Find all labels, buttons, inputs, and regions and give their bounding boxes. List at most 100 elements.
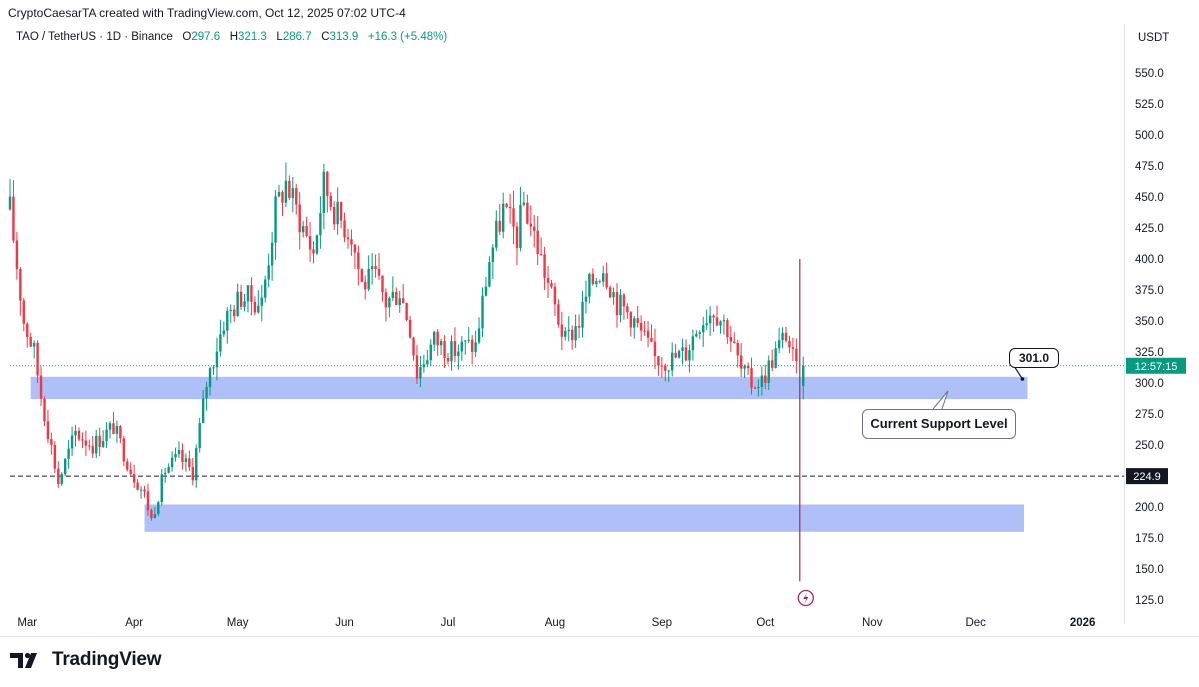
candle-body <box>657 356 660 366</box>
candle-body <box>129 469 132 475</box>
candle-body <box>615 292 619 316</box>
open-value: 297.6 <box>191 31 221 43</box>
candle-body <box>664 365 667 371</box>
price-tick-label: 525.0 <box>1135 99 1164 111</box>
support-callout-pointer <box>932 390 949 410</box>
candle-body <box>201 398 205 424</box>
candle-body <box>626 306 629 313</box>
candle-body <box>436 331 439 346</box>
candle-body <box>174 454 177 458</box>
candle-body <box>360 269 363 282</box>
candle-body <box>708 315 712 324</box>
candle-body <box>170 457 174 468</box>
candle-body <box>63 458 67 475</box>
candle-body <box>253 301 257 313</box>
price-tick-label: 350.0 <box>1135 316 1164 328</box>
candle-body <box>729 337 733 342</box>
candle-body <box>326 171 329 197</box>
candle-body <box>126 461 129 470</box>
candle-body <box>522 202 526 206</box>
candle-body <box>498 220 501 232</box>
candle-body <box>443 341 446 358</box>
candle-body <box>774 348 777 368</box>
candle-body <box>264 279 267 298</box>
candle-body <box>350 239 353 245</box>
candle-body <box>457 351 460 357</box>
high-label: H <box>229 31 239 43</box>
price-tick-label: 475.0 <box>1135 161 1164 173</box>
candle-body <box>791 347 795 349</box>
support-level-callout[interactable]: Current Support Level <box>862 409 1016 439</box>
candle-body <box>767 360 770 383</box>
tradingview-logo-text: TradingView <box>52 649 162 670</box>
level-price-tag: 224.9 <box>1126 468 1168 485</box>
candle-body <box>46 421 50 440</box>
candle-body <box>291 188 295 198</box>
candle-body <box>695 333 698 337</box>
candle-body <box>670 352 674 371</box>
candle-body <box>136 482 139 490</box>
candle-body <box>705 323 708 326</box>
last-candle-body <box>802 365 805 386</box>
candle-body <box>764 375 767 383</box>
price-tick-label: 425.0 <box>1135 223 1164 235</box>
candle-body <box>298 204 301 233</box>
annotation-pointers <box>932 365 1025 410</box>
candle-body <box>588 273 591 297</box>
price-tick-label: 125.0 <box>1135 595 1164 607</box>
low-value: 286.7 <box>282 31 312 43</box>
candle-body <box>636 318 639 324</box>
candle-body <box>215 351 219 368</box>
candle-body <box>50 439 53 446</box>
candle-body <box>257 305 260 313</box>
candle-body <box>74 430 77 436</box>
time-tick-label: Aug <box>545 617 565 629</box>
candle-body <box>684 347 688 361</box>
candle-body <box>512 208 515 227</box>
candle-body <box>132 474 136 483</box>
currency-label[interactable]: USDT <box>1138 32 1170 44</box>
candle-body <box>595 281 598 285</box>
candle-body <box>146 491 150 511</box>
candle-body <box>591 273 595 285</box>
candle-body <box>784 332 788 341</box>
candle-body <box>315 235 319 254</box>
candle-body <box>612 292 615 298</box>
symbol-name[interactable]: TAO / TetherUS · 1D · Binance <box>16 31 173 43</box>
candle-body <box>322 171 326 213</box>
price-axis-border <box>1124 24 1125 624</box>
candle-body <box>32 342 36 347</box>
callout-pointer <box>1013 365 1023 380</box>
candle-body <box>405 302 408 321</box>
candle-body <box>184 458 188 463</box>
candle-body <box>526 202 529 224</box>
time-tick-label: Mar <box>17 617 37 629</box>
candle-body <box>367 269 370 290</box>
candle-body <box>15 240 19 270</box>
candle-body <box>691 336 695 351</box>
candle-body <box>539 254 543 256</box>
candle-body <box>205 387 208 399</box>
candle-body <box>22 300 26 324</box>
footer-divider <box>0 636 1199 637</box>
candle-body <box>753 387 757 389</box>
time-tick-label: Nov <box>862 617 883 629</box>
candle-body <box>667 370 670 372</box>
candle-body <box>108 423 112 430</box>
price-callout[interactable]: 301.0 <box>1009 348 1059 368</box>
candle-body <box>519 205 522 249</box>
candle-body <box>505 203 508 207</box>
price-tick-label: 275.0 <box>1135 409 1164 421</box>
candle-body <box>795 348 798 361</box>
candle-body <box>39 375 43 399</box>
candle-body <box>481 295 484 329</box>
candle-body <box>232 309 236 317</box>
candle-body <box>332 206 336 225</box>
tradingview-logo[interactable]: TradingView <box>10 649 162 671</box>
candle-body <box>153 514 157 519</box>
candle-body <box>622 294 626 307</box>
candle-body <box>295 188 298 205</box>
candle-body <box>715 317 719 326</box>
change-value: +16.3 (+5.48%) <box>367 31 448 43</box>
